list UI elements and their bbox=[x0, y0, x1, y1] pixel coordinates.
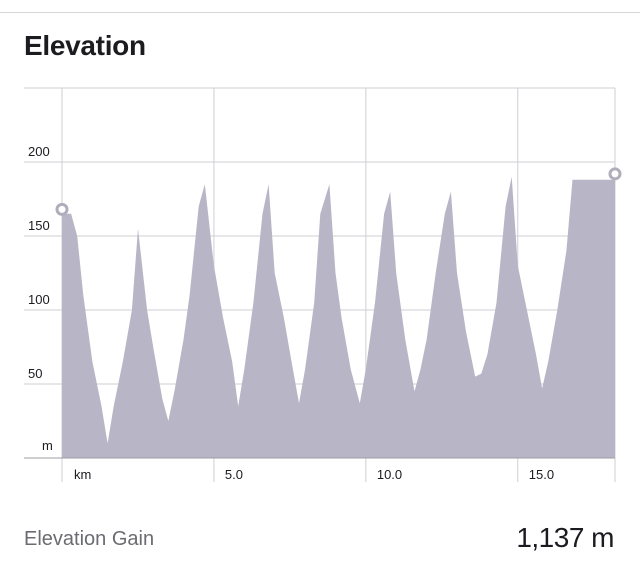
section-title: Elevation bbox=[24, 30, 146, 61]
y-tick-label: 100 bbox=[28, 292, 50, 307]
x-tick-label: 10.0 bbox=[377, 467, 402, 482]
y-tick-label: 150 bbox=[28, 218, 50, 233]
elevation-chart: 50 100 150 200 m km 5.0 10.0 15.0 bbox=[24, 87, 622, 482]
end-marker bbox=[608, 167, 622, 181]
x-tick-label: 5.0 bbox=[225, 467, 243, 482]
elevation-area bbox=[62, 176, 615, 459]
top-divider bbox=[0, 12, 640, 13]
x-tick-label: 15.0 bbox=[529, 467, 554, 482]
elevation-chart-svg: 50 100 150 200 m km 5.0 10.0 15.0 bbox=[24, 87, 622, 482]
elevation-gain-row: Elevation Gain 1,137 m bbox=[24, 520, 614, 560]
elevation-gain-label: Elevation Gain bbox=[24, 528, 155, 550]
x-axis-unit-label: km bbox=[74, 467, 91, 482]
y-axis-unit-label: m bbox=[42, 438, 53, 453]
y-tick-label: 200 bbox=[28, 144, 50, 159]
start-marker bbox=[55, 202, 69, 216]
y-tick-label: 50 bbox=[28, 366, 42, 381]
elevation-gain-value: 1,137 m bbox=[516, 522, 614, 553]
